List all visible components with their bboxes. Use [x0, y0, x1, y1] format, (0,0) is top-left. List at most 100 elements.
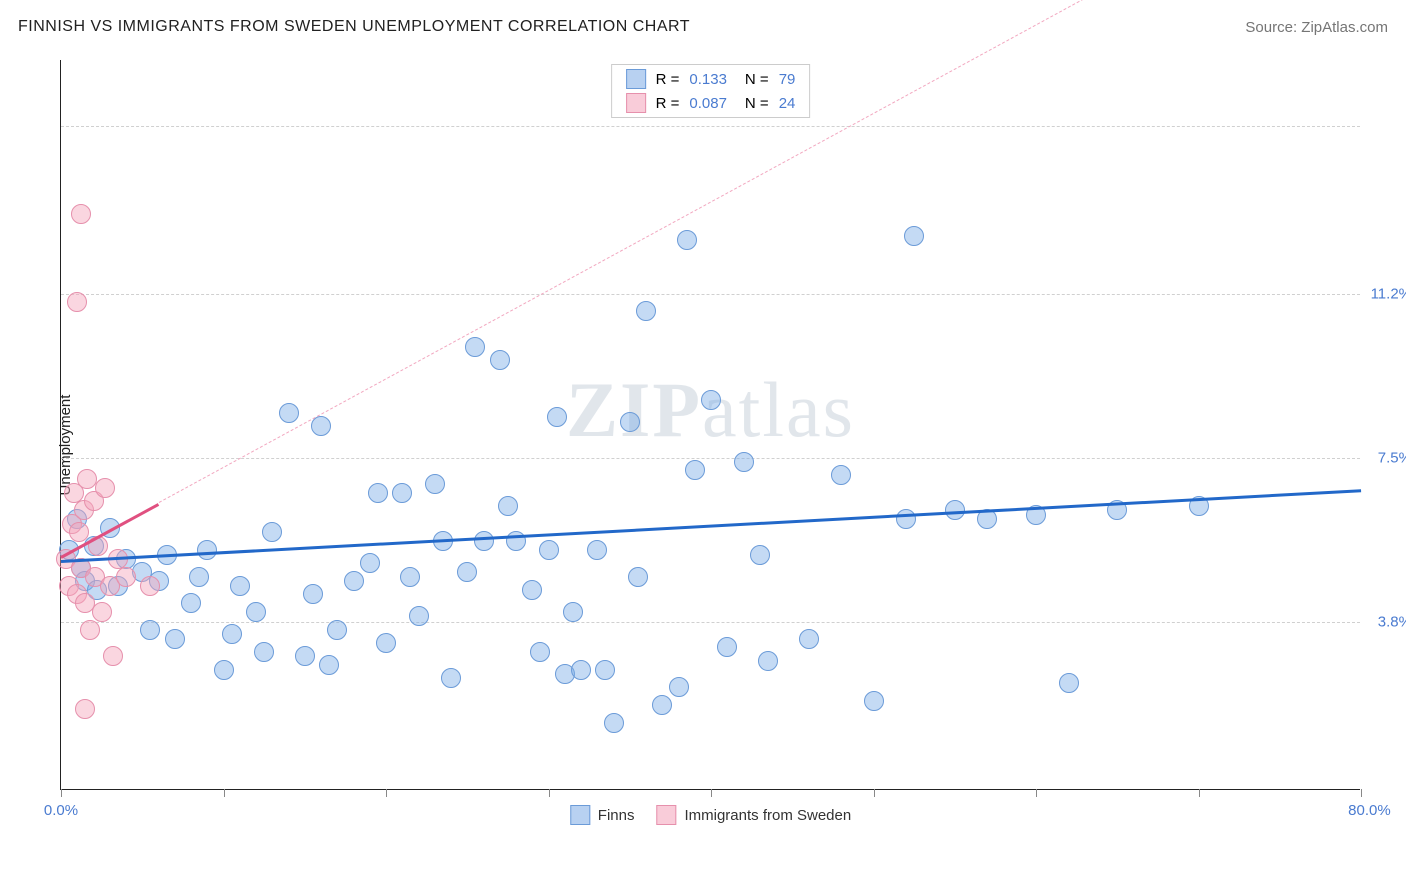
- data-point: [563, 602, 583, 622]
- data-point: [474, 531, 494, 551]
- r-label: R =: [656, 71, 680, 88]
- data-point: [717, 637, 737, 657]
- watermark: ZIPatlas: [566, 365, 855, 455]
- legend-swatch: [626, 93, 646, 113]
- n-value: 79: [779, 71, 796, 88]
- x-tick: [1199, 789, 1200, 797]
- data-point: [400, 567, 420, 587]
- data-point: [222, 624, 242, 644]
- r-value: 0.087: [689, 95, 727, 112]
- data-point: [522, 580, 542, 600]
- y-tick-label: 3.8%: [1378, 613, 1406, 630]
- data-point: [181, 593, 201, 613]
- r-label: R =: [656, 95, 680, 112]
- trend-line: [61, 489, 1361, 563]
- data-point: [498, 496, 518, 516]
- x-tick: [386, 789, 387, 797]
- data-point: [71, 204, 91, 224]
- data-point: [441, 668, 461, 688]
- data-point: [904, 226, 924, 246]
- data-point: [295, 646, 315, 666]
- data-point: [734, 452, 754, 472]
- data-point: [587, 540, 607, 560]
- x-tick: [549, 789, 550, 797]
- data-point: [103, 646, 123, 666]
- data-point: [409, 606, 429, 626]
- data-point: [279, 403, 299, 423]
- legend-label: Immigrants from Sweden: [684, 807, 851, 824]
- series-legend: Finns Immigrants from Sweden: [570, 805, 851, 825]
- data-point: [189, 567, 209, 587]
- data-point: [254, 642, 274, 662]
- data-point: [69, 522, 89, 542]
- data-point: [92, 602, 112, 622]
- data-point: [896, 509, 916, 529]
- data-point: [319, 655, 339, 675]
- data-point: [758, 651, 778, 671]
- data-point: [571, 660, 591, 680]
- data-point: [392, 483, 412, 503]
- data-point: [652, 695, 672, 715]
- data-point: [246, 602, 266, 622]
- watermark-rest: atlas: [702, 366, 855, 453]
- chart-title: FINNISH VS IMMIGRANTS FROM SWEDEN UNEMPL…: [18, 18, 690, 36]
- n-value: 24: [779, 95, 796, 112]
- data-point: [669, 677, 689, 697]
- data-point: [457, 562, 477, 582]
- chart-area: Unemployment ZIPatlas R =0.133N =79R =0.…: [50, 60, 1360, 830]
- gridline: [61, 294, 1360, 295]
- x-tick-label: 0.0%: [44, 802, 78, 819]
- source-credit: Source: ZipAtlas.com: [1245, 19, 1388, 36]
- data-point: [490, 350, 510, 370]
- x-tick: [1361, 789, 1362, 797]
- data-point: [67, 292, 87, 312]
- data-point: [95, 478, 115, 498]
- stats-legend-row: R = 0.133 N = 79: [612, 67, 810, 91]
- data-point: [530, 642, 550, 662]
- legend-swatch: [626, 69, 646, 89]
- data-point: [831, 465, 851, 485]
- legend-swatch: [656, 805, 676, 825]
- chart-header: FINNISH VS IMMIGRANTS FROM SWEDEN UNEMPL…: [18, 18, 1388, 36]
- legend-label: Finns: [598, 807, 635, 824]
- plot-region: ZIPatlas R =0.133N =79R =0.087N =24 Finn…: [60, 60, 1360, 790]
- data-point: [214, 660, 234, 680]
- data-point: [628, 567, 648, 587]
- gridline: [61, 126, 1360, 127]
- data-point: [303, 584, 323, 604]
- data-point: [701, 390, 721, 410]
- data-point: [230, 576, 250, 596]
- data-point: [677, 230, 697, 250]
- data-point: [864, 691, 884, 711]
- source-name: ZipAtlas.com: [1301, 19, 1388, 36]
- legend-item: Immigrants from Sweden: [656, 805, 851, 825]
- source-label: Source:: [1245, 19, 1301, 36]
- n-label: N =: [745, 95, 769, 112]
- r-value: 0.133: [689, 71, 727, 88]
- y-tick-label: 11.2%: [1371, 286, 1406, 303]
- data-point: [344, 571, 364, 591]
- data-point: [636, 301, 656, 321]
- data-point: [604, 713, 624, 733]
- data-point: [360, 553, 380, 573]
- legend-swatch: [570, 805, 590, 825]
- data-point: [465, 337, 485, 357]
- data-point: [376, 633, 396, 653]
- x-tick: [1036, 789, 1037, 797]
- x-tick: [874, 789, 875, 797]
- n-label: N =: [745, 71, 769, 88]
- data-point: [685, 460, 705, 480]
- data-point: [799, 629, 819, 649]
- data-point: [311, 416, 331, 436]
- data-point: [1059, 673, 1079, 693]
- x-tick: [224, 789, 225, 797]
- data-point: [140, 620, 160, 640]
- data-point: [620, 412, 640, 432]
- data-point: [75, 699, 95, 719]
- data-point: [165, 629, 185, 649]
- data-point: [116, 567, 136, 587]
- data-point: [327, 620, 347, 640]
- data-point: [539, 540, 559, 560]
- watermark-bold: ZIP: [566, 366, 702, 453]
- stats-legend-row: R = 0.087 N = 24: [612, 91, 810, 115]
